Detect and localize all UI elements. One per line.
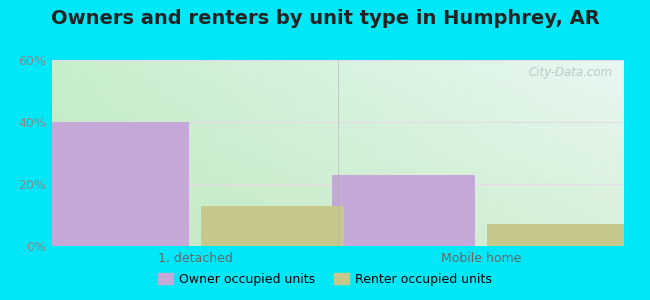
Text: Owners and renters by unit type in Humphrey, AR: Owners and renters by unit type in Humph… — [51, 9, 599, 28]
Bar — [201, 206, 344, 246]
Bar — [332, 175, 475, 246]
Bar — [46, 122, 189, 246]
Legend: Owner occupied units, Renter occupied units: Owner occupied units, Renter occupied un… — [153, 268, 497, 291]
Bar — [487, 224, 630, 246]
Text: City-Data.com: City-Data.com — [528, 66, 612, 79]
